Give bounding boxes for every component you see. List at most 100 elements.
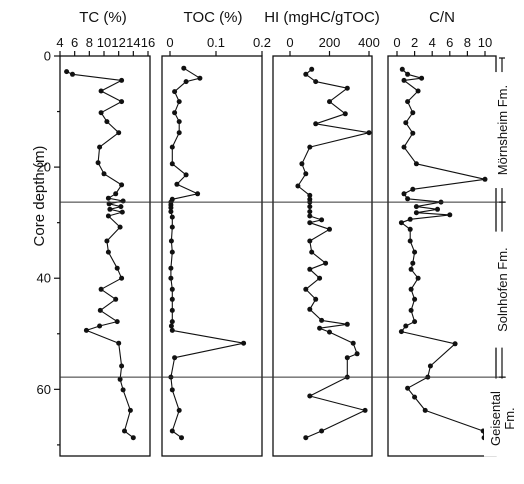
panel-4-data-point <box>412 249 418 255</box>
panel-3-data-point <box>307 192 313 198</box>
panel-1-data-point <box>95 160 101 166</box>
panel-3-title: HI (mgHC/gTOC) <box>264 9 380 26</box>
panel-3-data-point <box>307 238 313 244</box>
panel-4-data-point <box>422 407 428 413</box>
panel-3-xtick-label: 200 <box>319 35 341 50</box>
panel-1-data-point <box>97 144 103 150</box>
panel-3-data-point <box>313 79 319 85</box>
panel-2: TOC (%) 0 0.1 0.2 <box>161 9 271 457</box>
panel-1-data-point <box>119 182 125 188</box>
panel-2-data-point <box>172 89 178 95</box>
panel-4-xtick-label: 0 <box>393 35 400 50</box>
panel-1-data-point <box>114 319 120 325</box>
panel-3-data-point <box>303 435 309 441</box>
panel-3-data-point <box>313 121 319 127</box>
panel-3-data-point <box>344 85 350 91</box>
panel-3-data-point <box>307 393 313 399</box>
panel-4-data-point <box>447 212 453 218</box>
panel-3-data-point <box>319 317 325 323</box>
panel-1-xtick-label: 14 <box>126 35 140 50</box>
panel-2-data-point <box>183 79 189 85</box>
panel-2-data-point <box>176 99 182 105</box>
panel-1-data-point <box>105 195 111 201</box>
panel-1-data-point <box>114 265 120 271</box>
panel-4-data-point <box>415 88 421 94</box>
panel-2-series-line <box>170 67 245 439</box>
panel-2-frame <box>161 55 263 457</box>
panel-4-data-point <box>403 120 409 126</box>
panel-3-data-point <box>307 220 313 226</box>
y-axis-label: Core depth (m) <box>31 146 48 247</box>
y-tick-label: 0 <box>44 49 51 64</box>
panel-4-data-point <box>482 176 488 182</box>
panel-4-data-point <box>415 275 421 281</box>
panel-2-data-point <box>169 161 175 167</box>
panel-3-data-point <box>313 296 319 302</box>
panel-1-data-point <box>117 224 123 230</box>
panel-4-data-point <box>398 329 404 335</box>
panel-4-data-point <box>413 161 419 167</box>
panel-4-data-point <box>410 186 416 192</box>
panel-2-data-point <box>172 110 178 116</box>
panel-3-data-point <box>303 71 309 77</box>
panel-4-data-point <box>408 307 414 313</box>
panel-3-data-point <box>344 355 350 361</box>
panel-1-series-line <box>66 71 134 439</box>
panel-3-data-point <box>319 217 325 223</box>
formation-label: Solnhofen Fm. <box>495 247 510 332</box>
panel-2-data-point <box>197 75 203 81</box>
panel-2-data-point <box>176 130 182 136</box>
panel-2-data-point <box>176 407 182 413</box>
panel-2-data-point <box>174 181 180 187</box>
panel-2-xtick-label: 0 <box>166 35 173 50</box>
panel-1-data-point <box>105 213 111 219</box>
panel-4-data-point <box>405 385 411 391</box>
panel-2-data-point <box>169 387 175 393</box>
panel-4-data-point <box>405 99 411 105</box>
panel-4-data-point <box>408 266 414 272</box>
y-tick-label: 40 <box>37 271 51 286</box>
panel-1-data-point <box>130 435 136 441</box>
panel-3-data-point <box>307 144 313 150</box>
panel-4-data-point <box>407 216 413 222</box>
formation-boundaries <box>60 201 506 378</box>
panel-2-data-point <box>169 296 175 302</box>
panel-3-xtick-label: 0 <box>286 35 293 50</box>
panel-2-data-point <box>176 119 182 125</box>
formation-label: Mörnsheim Fm. <box>495 85 510 175</box>
panel-2-data-point <box>168 205 174 211</box>
panel-3-data-point <box>307 213 313 219</box>
panel-3-data-point <box>307 204 313 210</box>
panel-2-data-point <box>181 65 187 71</box>
panel-4-data-point <box>401 144 407 150</box>
panel-4-data-point <box>410 260 416 266</box>
panel-3-data-point <box>307 306 313 312</box>
panel-2-data-point <box>183 172 189 178</box>
panel-1-data-point <box>105 249 111 255</box>
formation-labels: Mörnsheim Fm. Solnhofen Fm. GeisentalFm. <box>484 57 518 457</box>
panel-3-data-point <box>309 249 315 255</box>
panel-2-data-point <box>169 144 175 150</box>
panel-4-frame <box>387 55 497 457</box>
panel-1-xtick-label: 8 <box>86 35 93 50</box>
panel-1-data-point <box>117 376 123 382</box>
panel-3-data-point <box>354 351 360 357</box>
y-tick-label: 20 <box>37 160 51 175</box>
panel-1-data-point <box>104 238 110 244</box>
panel-3-data-point <box>299 161 305 167</box>
panel-2-data-point <box>172 355 178 361</box>
panel-2-data-point <box>168 238 174 244</box>
panel-1-xtick-label: 10 <box>97 35 111 50</box>
formation-label: GeisentalFm. <box>488 391 517 446</box>
panel-1: TC (%) 4 6 8 10 12 14 16 <box>56 9 155 457</box>
panel-4-data-point <box>408 286 414 292</box>
panel-4-data-point <box>405 196 411 202</box>
y-axis: 0 20 40 60 <box>37 49 60 446</box>
panel-4-data-point <box>401 191 407 197</box>
panel-2-xtick-label: 0.1 <box>207 35 225 50</box>
panel-4-data-point <box>435 206 440 212</box>
panel-4-data-point <box>410 110 416 116</box>
panel-3-data-point <box>309 66 315 72</box>
